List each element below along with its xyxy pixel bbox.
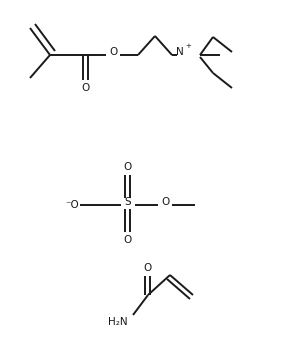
Text: H₂N: H₂N xyxy=(108,317,128,327)
Text: O: O xyxy=(161,197,169,207)
Text: N: N xyxy=(176,47,184,57)
Text: +: + xyxy=(185,43,191,49)
Text: S: S xyxy=(125,197,131,207)
Text: O: O xyxy=(109,47,117,57)
Text: O: O xyxy=(82,83,90,93)
Text: O: O xyxy=(144,263,152,273)
Text: O: O xyxy=(124,162,132,172)
Text: O: O xyxy=(124,235,132,245)
Text: ⁻O: ⁻O xyxy=(65,200,79,210)
